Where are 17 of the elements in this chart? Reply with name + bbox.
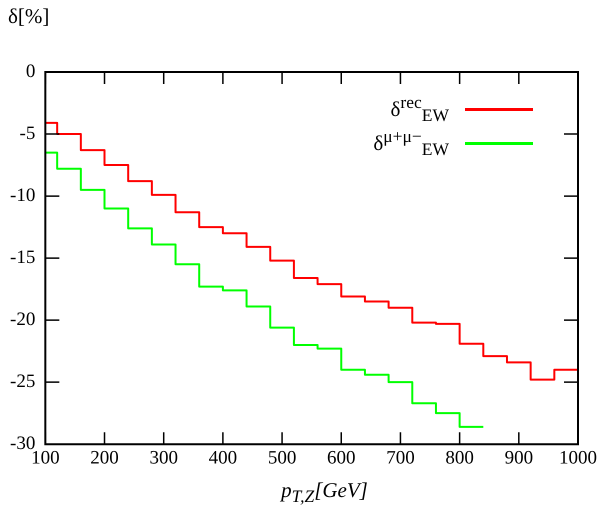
x-tick-label: 700 [386, 448, 415, 469]
x-tick-label: 800 [445, 448, 474, 469]
y-tick-label: 0 [26, 60, 36, 82]
y-tick-label: -5 [20, 123, 36, 144]
x-tick-label: 200 [90, 448, 119, 469]
x-tick-label: 600 [327, 448, 356, 469]
x-tick-label: 400 [208, 448, 238, 469]
x-axis-title: p$_{T,Z}$[GeV] [281, 478, 368, 506]
x-tick-label: 1000 [559, 448, 597, 469]
x-tick-label: 300 [149, 448, 178, 469]
y-tick-label: -10 [10, 185, 36, 206]
x-tick-label: 500 [268, 448, 296, 469]
y-tick-label: -25 [10, 371, 36, 392]
y-tick-label: -15 [10, 247, 36, 268]
y-axis-title: δ[%] [8, 4, 50, 29]
y-tick-label: -20 [10, 309, 36, 330]
x-tick-label: 900 [504, 448, 534, 469]
